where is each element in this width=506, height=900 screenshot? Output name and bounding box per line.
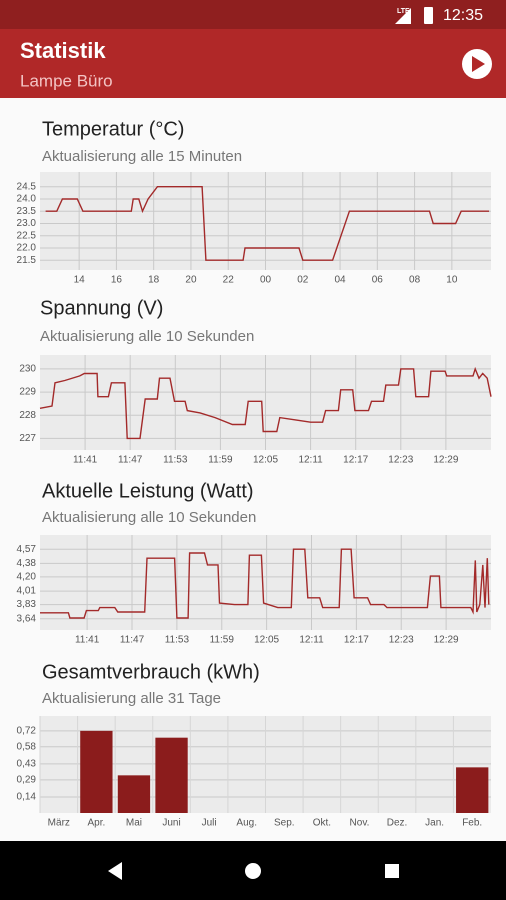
nav-home[interactable] — [245, 863, 261, 879]
x-tick-label: 11:41 — [73, 455, 98, 466]
y-tick-label: 3,83 — [17, 599, 37, 610]
y-tick-label: 0,58 — [17, 741, 37, 752]
data-line — [45, 186, 490, 261]
x-tick-label: 12:29 — [434, 635, 459, 646]
y-tick-label: 3,64 — [17, 613, 37, 624]
x-tick-label: Feb. — [462, 818, 482, 829]
y-tick-label: 22.0 — [17, 243, 37, 254]
y-tick-label: 23.0 — [17, 218, 37, 229]
network-type: LTE — [397, 8, 410, 15]
x-tick-label: 11:41 — [75, 635, 100, 646]
x-tick-label: 14 — [74, 275, 86, 286]
x-tick-label: 11:53 — [165, 635, 190, 646]
app-bar — [0, 29, 506, 98]
x-tick-label: 12:17 — [343, 455, 368, 466]
x-tick-label: 12:29 — [433, 455, 458, 466]
nav-back[interactable] — [108, 862, 122, 880]
y-tick-label: 0,29 — [17, 775, 37, 786]
clock: 12:35 — [443, 7, 483, 24]
chart-title: Aktuelle Leistung (Watt) — [42, 480, 254, 502]
x-tick-label: 12:05 — [253, 455, 278, 466]
app-title: Statistik — [20, 38, 106, 63]
x-tick-label: 11:59 — [210, 635, 235, 646]
y-tick-label: 4,38 — [17, 558, 37, 569]
chart: Spannung (V) Aktualisierung alle 10 Sekun… — [19, 297, 492, 466]
app-subtitle: Lampe Büro — [20, 71, 113, 90]
x-tick-label: 20 — [185, 275, 197, 286]
y-tick-label: 4,57 — [17, 544, 37, 555]
x-tick-label: 08 — [409, 275, 421, 286]
data-line — [39, 366, 492, 440]
x-tick-label: 11:47 — [120, 635, 145, 646]
x-tick-label: 11:47 — [118, 455, 143, 466]
x-tick-label: 11:59 — [208, 455, 233, 466]
y-tick-label: 228 — [19, 410, 36, 421]
y-tick-label: 24.5 — [17, 181, 37, 192]
x-tick-label: Okt. — [313, 818, 331, 829]
chart: Temperatur (°C) Aktualisierung alle 15 Mi… — [17, 118, 491, 286]
chart-title: Spannung (V) — [40, 297, 163, 319]
y-tick-label: 230 — [19, 364, 36, 375]
plot-area — [40, 535, 491, 630]
x-tick-label: Juni — [162, 818, 180, 829]
bar — [456, 767, 489, 813]
signal-icon — [395, 8, 411, 24]
y-tick-label: 4,20 — [17, 572, 37, 583]
y-tick-label: 0,72 — [17, 725, 37, 736]
x-tick-label: 16 — [111, 275, 123, 286]
chart-title: Temperatur (°C) — [42, 118, 184, 140]
chart: Gesamtverbrauch (kWh) Aktualisierung alle… — [17, 661, 491, 829]
x-tick-label: 18 — [148, 275, 160, 286]
x-tick-label: Mai — [126, 818, 142, 829]
y-tick-label: 4,01 — [17, 586, 37, 597]
chart-subtitle: Aktualisierung alle 31 Tage — [42, 690, 221, 707]
x-tick-label: 04 — [334, 275, 346, 286]
y-tick-label: 0,43 — [17, 759, 37, 770]
y-tick-label: 23.5 — [17, 206, 37, 217]
x-tick-label: Dez. — [387, 818, 408, 829]
bar — [80, 730, 113, 813]
x-tick-label: 12:11 — [299, 635, 324, 646]
chart-title: Gesamtverbrauch (kWh) — [42, 661, 260, 683]
x-tick-label: 12:23 — [389, 635, 414, 646]
status-bar — [0, 0, 506, 29]
y-tick-label: 21.5 — [17, 255, 37, 266]
bar — [155, 737, 188, 813]
bar — [117, 775, 151, 813]
x-tick-label: 11:53 — [163, 455, 188, 466]
x-tick-label: 06 — [372, 275, 384, 286]
battery-icon — [424, 7, 433, 24]
x-tick-label: Jan. — [425, 818, 444, 829]
x-tick-label: 12:05 — [254, 635, 279, 646]
x-tick-label: 12:17 — [344, 635, 369, 646]
x-tick-label: Sep. — [274, 818, 295, 829]
play-triangle[interactable] — [472, 56, 485, 72]
x-tick-label: 22 — [223, 275, 235, 286]
x-tick-label: 12:11 — [298, 455, 323, 466]
chart-subtitle: Aktualisierung alle 15 Minuten — [42, 148, 242, 165]
x-tick-label: 02 — [297, 275, 309, 286]
x-tick-label: März — [48, 818, 70, 829]
y-tick-label: 0,14 — [17, 792, 37, 803]
chart-subtitle: Aktualisierung alle 10 Sekunden — [40, 328, 254, 345]
nav-recents[interactable] — [385, 864, 399, 878]
y-tick-label: 229 — [19, 387, 36, 398]
chart-subtitle: Aktualisierung alle 10 Sekunden — [42, 509, 256, 526]
x-tick-label: Nov. — [350, 818, 370, 829]
x-tick-label: Aug. — [236, 818, 257, 829]
x-tick-label: 00 — [260, 275, 272, 286]
play-button[interactable] — [462, 49, 492, 79]
x-tick-label: Juli — [202, 818, 217, 829]
y-tick-label: 227 — [19, 433, 36, 444]
x-tick-label: Apr. — [87, 818, 105, 829]
x-tick-label: 10 — [446, 275, 458, 286]
chart: Aktuelle Leistung (Watt) Aktualisierung a… — [17, 480, 491, 646]
data-line — [40, 548, 490, 619]
y-tick-label: 24.0 — [17, 194, 37, 205]
y-tick-label: 22.5 — [17, 230, 37, 241]
x-tick-label: 12:23 — [388, 455, 413, 466]
